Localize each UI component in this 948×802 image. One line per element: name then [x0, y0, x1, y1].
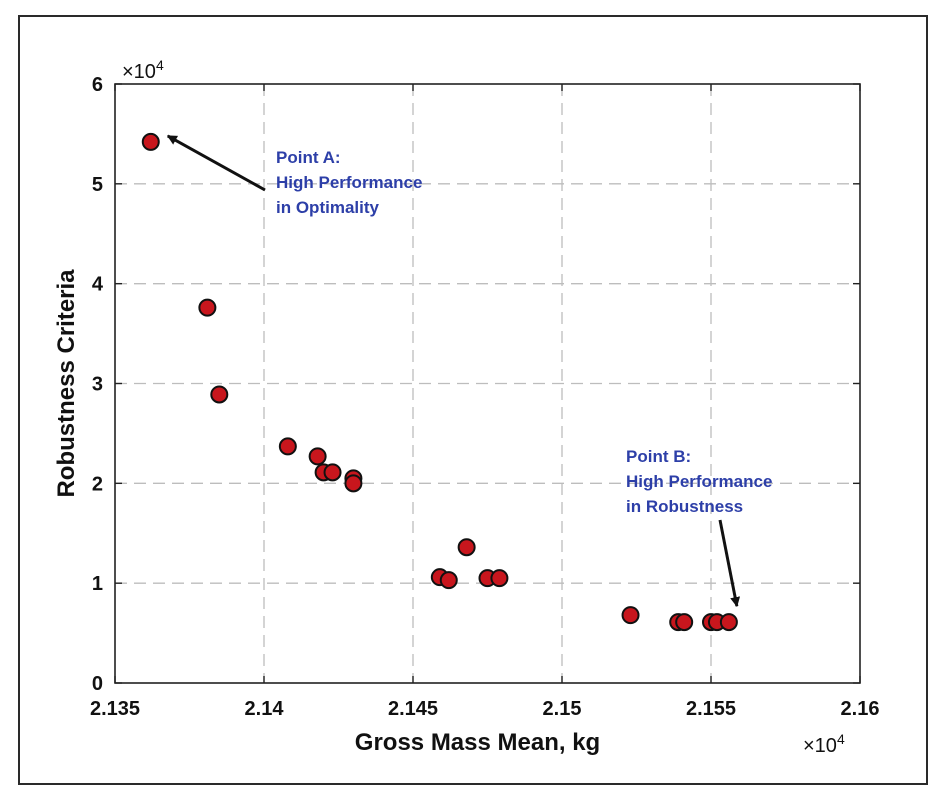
x-axis-label: Gross Mass Mean, kg: [355, 729, 600, 756]
data-point: [457, 538, 476, 557]
y-tick-label: 4: [92, 274, 104, 296]
data-point: [719, 613, 738, 632]
y-tick-label: 6: [92, 74, 103, 96]
x-tick-label: 2.15: [543, 698, 582, 720]
point-a-arrow: [166, 134, 266, 192]
y-tick-label: 1: [92, 573, 103, 595]
data-point: [439, 571, 458, 590]
axis-multipliers: ×104 ×104: [122, 57, 845, 757]
point-a-annotation: Point A: High Performance in Optimality: [276, 148, 422, 217]
point-a-text-line: in Optimality: [276, 198, 380, 217]
y-tick-label: 5: [92, 174, 103, 196]
point-a-text-line: High Performance: [276, 173, 422, 192]
data-point: [198, 298, 217, 317]
point-b-text-line: Point B:: [626, 447, 691, 466]
data-point: [344, 474, 363, 493]
data-point: [621, 606, 640, 625]
point-b-text-line: in Robustness: [626, 497, 743, 516]
data-point: [323, 463, 342, 482]
data-point: [278, 437, 297, 456]
y-axis-multiplier: ×104: [122, 57, 164, 83]
grid-lines: [115, 84, 860, 683]
x-tick-label: 2.16: [841, 698, 880, 720]
y-tick-label: 2: [92, 473, 103, 495]
y-axis-label: Robustness Criteria: [53, 269, 80, 498]
data-point: [490, 569, 509, 588]
data-point: [675, 613, 694, 632]
data-point: [141, 132, 160, 151]
point-b-text-line: High Performance: [626, 472, 772, 491]
x-tick-label: 2.145: [388, 698, 438, 720]
data-point: [210, 385, 229, 404]
x-tick-label: 2.135: [90, 698, 140, 720]
data-point: [308, 447, 327, 466]
axis-ticks: 2.135 2.14 2.145 2.15 2.155 2.16 0 1 2 3 4 5 6: [90, 74, 880, 720]
point-b-arrow: [718, 519, 741, 608]
y-tick-label: 3: [92, 374, 103, 396]
x-tick-label: 2.155: [686, 698, 736, 720]
y-tick-label: 0: [92, 673, 103, 695]
x-axis-multiplier: ×104: [803, 731, 845, 757]
annotation-arrows: [166, 134, 741, 608]
point-a-text-line: Point A:: [276, 148, 341, 167]
x-tick-label: 2.14: [245, 698, 285, 720]
data-points: [141, 132, 738, 632]
point-b-annotation: Point B: High Performance in Robustness: [626, 447, 772, 516]
